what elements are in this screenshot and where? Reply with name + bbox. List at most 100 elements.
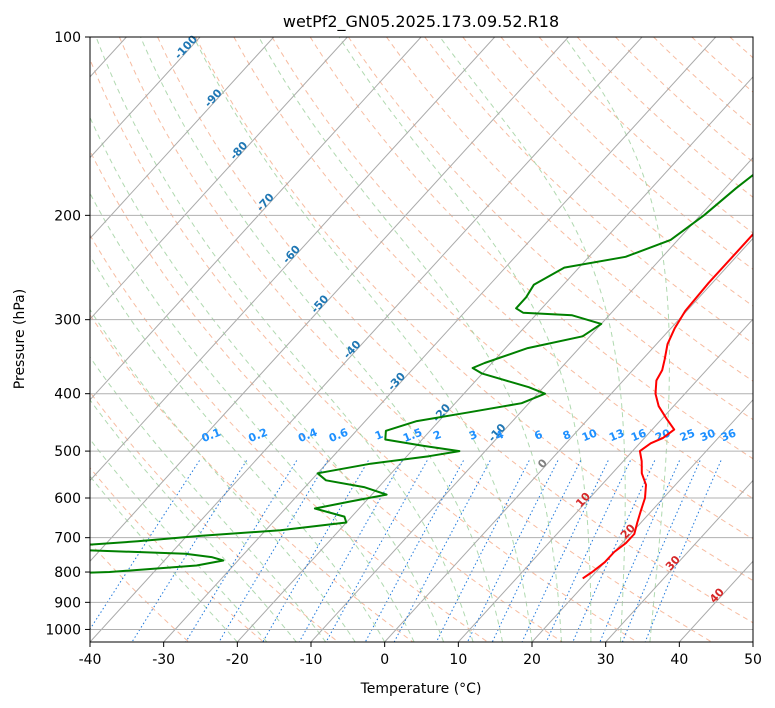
dry-adiabat	[615, 37, 753, 163]
isotherm-line	[605, 479, 753, 642]
mixing-ratio-lines	[90, 460, 722, 642]
y-axis: 100 200 300 400 500 600 700 800 900 1000	[45, 30, 90, 638]
skewed-isotherms	[90, 37, 753, 642]
mixing-ratio-label: 2	[431, 428, 443, 443]
y-tick-label: 800	[54, 565, 81, 581]
isotherm-line	[310, 156, 753, 642]
dry-adiabat	[90, 149, 563, 642]
x-tick-label: 40	[670, 652, 688, 668]
mixing-ratio-line	[621, 460, 701, 642]
y-tick-label: 200	[54, 208, 81, 224]
moist-adiabat	[90, 308, 356, 642]
plot-area	[90, 37, 753, 642]
dry-adiabat	[462, 37, 753, 307]
isotherm-line	[90, 37, 643, 642]
mixing-ratio-line	[644, 460, 722, 642]
profiles	[90, 173, 753, 580]
isotherm-line	[90, 37, 496, 482]
mixing-ratio-line	[599, 460, 680, 642]
mixing-ratio-line	[545, 460, 631, 642]
isotherm-line	[90, 37, 422, 401]
dry-adiabat	[386, 37, 753, 382]
mixing-ratio-label: 30	[698, 426, 717, 444]
mixing-ratio-line	[262, 460, 369, 642]
x-axis-label: Temperature (°C)	[360, 681, 482, 697]
chart-title: wetPf2_GN05.2025.173.09.52.R18	[283, 12, 559, 32]
dewpoint-profile	[90, 173, 753, 574]
x-tick-label: 20	[523, 652, 541, 668]
mixing-ratio-line	[298, 460, 403, 642]
dry-adiabat	[233, 37, 753, 540]
x-tick-label: -20	[226, 652, 249, 668]
mixing-ratio-label: 8	[561, 428, 573, 443]
isobar-grid	[90, 37, 753, 630]
isotherm-line	[90, 37, 201, 159]
x-tick-label: 0	[380, 652, 389, 668]
mixing-ratio-line	[218, 460, 329, 642]
y-tick-label: 600	[54, 491, 81, 507]
x-tick-label: -10	[300, 652, 323, 668]
mixing-ratio-line	[325, 460, 428, 642]
y-tick-label: 100	[54, 30, 81, 46]
mixing-ratio-label: 13	[607, 426, 626, 444]
y-tick-label: 700	[54, 531, 81, 547]
mixing-ratio-label: 16	[629, 426, 648, 444]
y-tick-label: 500	[54, 444, 81, 460]
mixing-ratio-line	[491, 460, 582, 642]
isotherm-line	[457, 318, 753, 642]
moist-adiabat	[193, 37, 533, 642]
dry-adiabat	[576, 37, 753, 198]
y-axis-label: Pressure (hPa)	[12, 289, 28, 389]
moist-adiabat	[90, 116, 445, 642]
x-tick-label: -40	[79, 652, 102, 668]
isotherm-line	[752, 641, 753, 642]
mixing-ratio-line	[521, 460, 609, 642]
x-tick-label: -30	[152, 652, 175, 668]
isotherm-line	[384, 237, 753, 642]
isotherm-line	[90, 37, 275, 240]
mixing-ratio-label: 36	[719, 426, 738, 444]
y-tick-label: 1000	[45, 622, 81, 638]
x-axis: -40 -30 -20 -10 0 10 20 30 40 50	[79, 642, 762, 668]
mixing-ratio-line	[467, 460, 559, 642]
temperature-profile	[582, 232, 753, 580]
mixing-ratio-line	[364, 460, 464, 642]
moist-adiabat	[95, 37, 474, 642]
moist-adiabat	[563, 37, 670, 642]
mixing-ratio-label: 1	[373, 428, 385, 443]
moist-adiabat	[338, 37, 592, 642]
isotherm-line	[531, 399, 753, 642]
mixing-ratio-label: 10	[580, 426, 599, 444]
y-tick-label: 900	[54, 595, 81, 611]
dry-adiabat	[500, 37, 753, 270]
x-tick-label: 50	[744, 652, 762, 668]
dry-adiabat	[195, 37, 753, 582]
moist-adiabat	[258, 37, 562, 642]
mixing-ratio-line	[572, 460, 656, 642]
mixing-ratio-label: 25	[678, 426, 697, 444]
dry-adiabat	[90, 314, 414, 642]
dry-adiabat	[424, 37, 753, 344]
y-tick-label: 300	[54, 313, 81, 329]
isotherm-line	[163, 37, 717, 642]
plot-frame	[89, 36, 754, 643]
x-tick-label: 10	[449, 652, 467, 668]
dry-adiabat	[90, 467, 264, 642]
dry-adiabat	[271, 37, 753, 500]
isotherm-line	[90, 37, 348, 320]
mixing-ratio-line	[185, 460, 298, 642]
dry-adiabat	[90, 58, 638, 642]
mixing-ratio-label: 3	[467, 428, 479, 443]
dry-adiabat	[118, 37, 712, 642]
isotherm-line	[236, 76, 753, 642]
moist-adiabat	[90, 438, 268, 642]
dry-adiabats	[90, 37, 753, 642]
mixing-ratio-labels: 0.1 0.2 0.4 0.6 1 1.5 2 3 4 6 8 10 13 16 20 25 30 36	[200, 426, 739, 445]
moist-adiabat	[90, 192, 415, 642]
moist-adiabats	[90, 37, 670, 642]
x-tick-label: 30	[597, 652, 615, 668]
isotherm-line	[90, 37, 569, 563]
dry-adiabat	[157, 37, 753, 624]
dry-adiabat	[347, 37, 753, 421]
